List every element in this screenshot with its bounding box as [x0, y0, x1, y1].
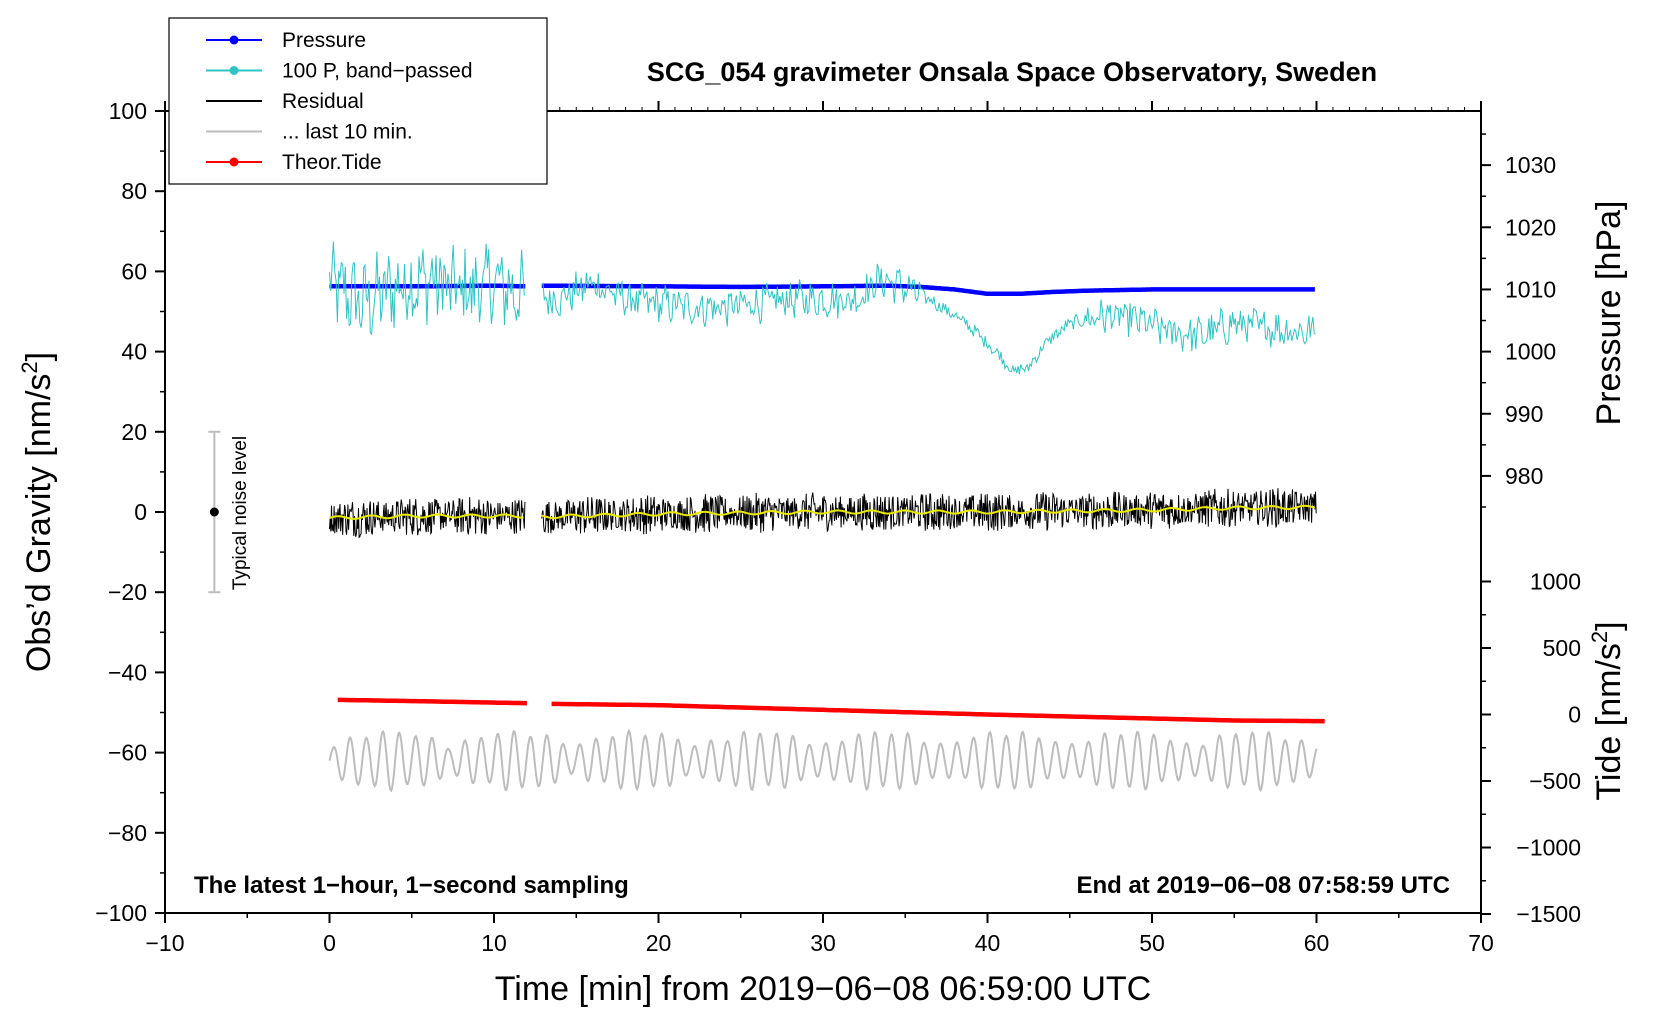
- x-tick-label: 20: [646, 930, 672, 956]
- last-10-min-series: [328, 728, 1318, 793]
- tide-axis-title-main: Tide [nm/s: [1590, 643, 1628, 800]
- residual-smoothed-series: [329, 513, 524, 520]
- tide-tick-label: −1500: [1516, 901, 1581, 927]
- tide-tick-label: −500: [1529, 768, 1581, 794]
- y-tick-label: 0: [134, 499, 147, 525]
- sampling-note: The latest 1−hour, 1−second sampling: [194, 872, 629, 899]
- tide-tick-label: 500: [1543, 635, 1581, 661]
- x-tick-label: 60: [1304, 930, 1330, 956]
- pressure-axis-title: Pressure [hPa]: [1590, 201, 1628, 426]
- y-tick-label: −80: [108, 820, 147, 846]
- y-tick-label: 20: [121, 419, 147, 445]
- left-axis-title-sup: 2: [17, 361, 42, 373]
- pressure-series: [541, 283, 1315, 297]
- bandpassed-series: [329, 241, 525, 336]
- residual-series: [541, 488, 1317, 535]
- tide-tick-label: −1000: [1516, 835, 1581, 861]
- y-tick-label: −100: [95, 900, 147, 926]
- pressure-tick-label: 1020: [1505, 214, 1556, 240]
- residual-smoothed-series: [541, 504, 1316, 520]
- noise-bar-center-dot: [209, 507, 219, 517]
- left-axis-title: Obs’d Gravity [nm/s2]: [17, 352, 58, 672]
- noise-level-label: Typical noise level: [230, 436, 251, 590]
- legend-swatch-dot: [229, 157, 239, 167]
- y-tick-label: 80: [121, 178, 147, 204]
- pressure-tick-label: 1000: [1505, 339, 1556, 365]
- pressure-axis: 980 990 1000 1010 1020 1030: [1481, 133, 1556, 508]
- legend: Pressure 100 P, band−passed Residual ... la…: [168, 17, 548, 185]
- x-tick-label: −10: [145, 930, 184, 956]
- legend-label: 100 P, band−passed: [282, 60, 473, 83]
- pressure-series: [329, 283, 526, 289]
- y-tick-label: −60: [108, 740, 147, 766]
- x-tick-label: 70: [1468, 930, 1494, 956]
- y-tick-label: 40: [121, 339, 147, 365]
- pressure-tick-label: 1010: [1505, 276, 1556, 302]
- tide-axis-title: Tide [nm/s2]: [1587, 621, 1628, 800]
- tide-series: [551, 701, 1325, 724]
- legend-label: Theor.Tide: [282, 151, 382, 174]
- x-tick-label: 50: [1139, 930, 1165, 956]
- x-tick-label: 40: [975, 930, 1001, 956]
- legend-label: Pressure: [282, 29, 366, 52]
- left-axis-title-main: Obs’d Gravity [nm/s: [20, 374, 58, 673]
- left-axis-title-end: ]: [20, 352, 58, 361]
- legend-swatch-dot: [229, 35, 239, 45]
- chart-title: SCG_054 gravimeter Onsala Space Observat…: [647, 57, 1377, 87]
- series-layer: [328, 241, 1325, 793]
- y-tick-label: −40: [108, 659, 147, 685]
- legend-label: ... last 10 min.: [282, 121, 413, 144]
- y-tick-label: 100: [109, 98, 147, 124]
- tide-axis-title-end: ]: [1590, 621, 1628, 630]
- x-axis: −10 0 10 20 30 40 50 60 70: [145, 101, 1494, 956]
- noise-level-indicator: [208, 430, 221, 594]
- bandpassed-series: [541, 263, 1316, 375]
- pressure-tick-label: 1030: [1505, 152, 1556, 178]
- tide-tick-label: 0: [1568, 702, 1581, 728]
- y-tick-label: −20: [108, 579, 147, 605]
- end-time-note: End at 2019−06−08 07:58:59 UTC: [1076, 872, 1450, 899]
- x-tick-label: 30: [810, 930, 836, 956]
- pressure-tick-label: 990: [1505, 401, 1543, 427]
- tide-series: [337, 697, 527, 706]
- x-axis-title: Time [min] from 2019−06−08 06:59:00 UTC: [495, 970, 1151, 1008]
- tide-axis: −1500 −1000 −500 0 500 1000: [1481, 568, 1581, 927]
- legend-label: Residual: [282, 90, 364, 113]
- x-tick-label: 0: [323, 930, 336, 956]
- pressure-tick-label: 980: [1505, 463, 1543, 489]
- tide-axis-title-sup: 2: [1587, 631, 1612, 643]
- left-y-axis: −100 −80 −60 −40 −20 0 20 40 60 80 100: [95, 98, 165, 926]
- legend-swatch-dot: [229, 66, 239, 75]
- x-tick-label: 10: [481, 930, 507, 956]
- tide-tick-label: 1000: [1530, 568, 1581, 594]
- y-tick-label: 60: [121, 258, 147, 284]
